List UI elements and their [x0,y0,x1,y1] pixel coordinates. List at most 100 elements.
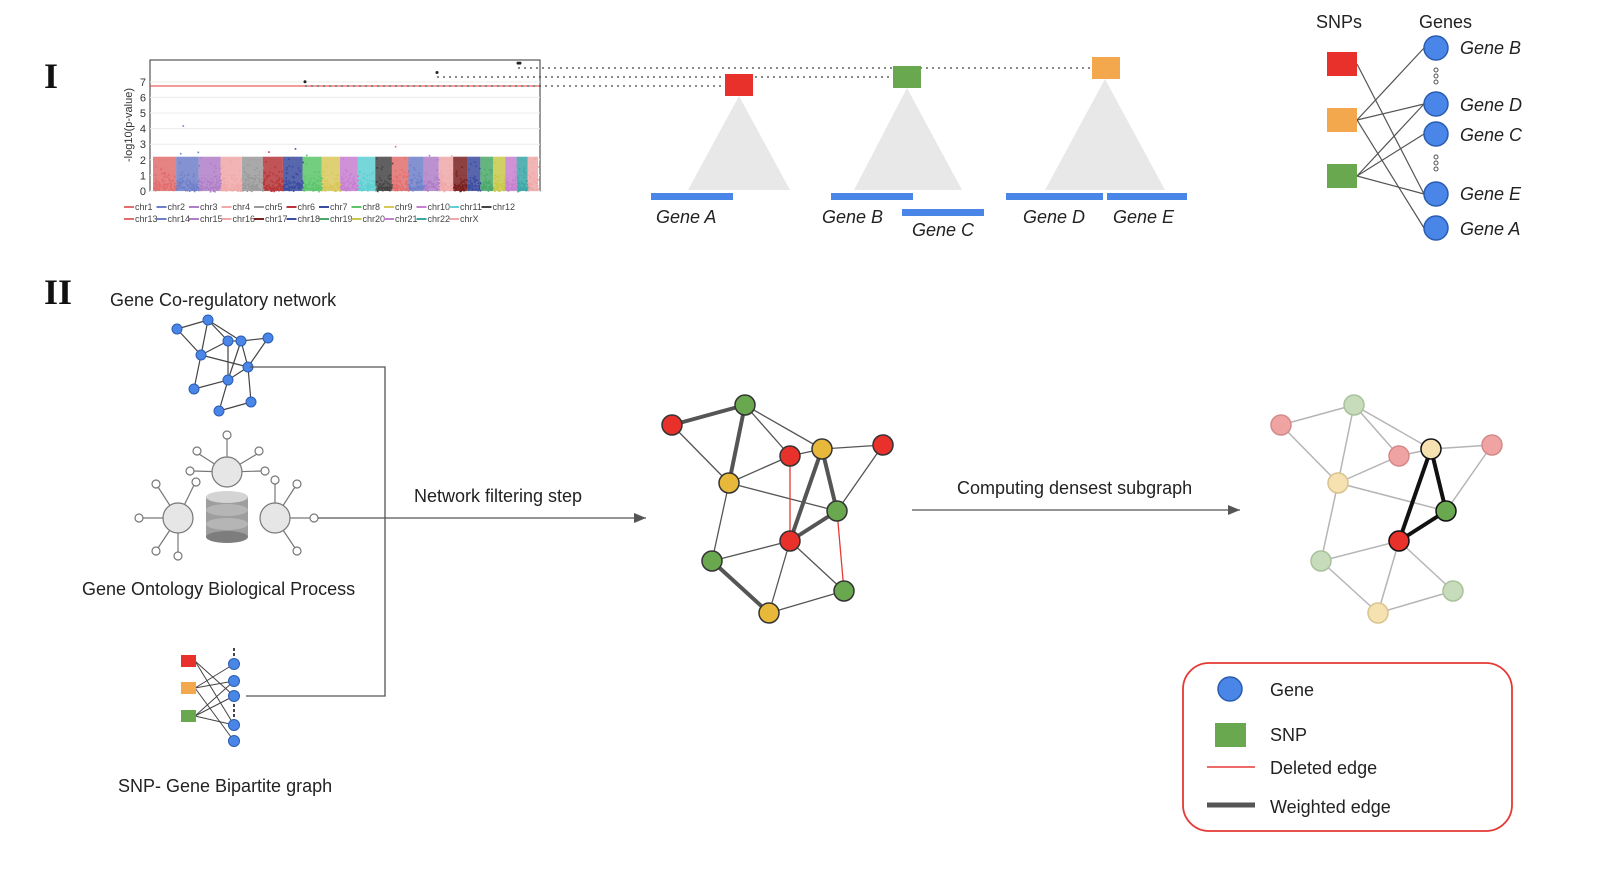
manhattan-point [496,179,499,182]
manhattan-point [280,188,282,190]
manhattan-point [168,189,170,191]
manhattan-point [287,187,289,190]
manhattan-point [167,184,169,187]
manhattan-point [336,189,338,192]
manhattan-point [174,188,177,190]
manhattan-point [526,186,528,189]
manhattan-point [513,183,515,185]
manhattan-point [242,189,244,192]
manhattan-point [179,162,181,164]
manhattan-point [295,172,297,175]
manhattan-point [313,177,315,180]
manhattan-point [439,173,442,175]
manhattan-point [321,178,324,181]
manhattan-y-axis-label: -log10(p-value) [123,88,135,162]
manhattan-point [269,187,272,190]
manhattan-point [526,180,528,182]
densest-arrow [912,505,1240,515]
manhattan-point [427,187,429,190]
manhattan-point [361,185,364,187]
manhattan-point [531,188,534,190]
manhattan-point [427,190,429,192]
chromosome-legend-label: chr16 [233,214,256,224]
manhattan-point [165,186,168,188]
manhattan-point [239,189,242,191]
manhattan-point [458,184,461,186]
manhattan-point [193,173,195,175]
manhattan-point [164,172,166,174]
manhattan-point [480,172,482,175]
manhattan-point [459,188,461,190]
manhattan-point [535,181,537,184]
manhattan-point [155,181,157,183]
manhattan-point [336,174,338,177]
manhattan-point [283,189,285,192]
legend-weighted-edge-label: Weighted edge [1270,797,1391,817]
manhattan-point [194,183,196,185]
manhattan-point [288,165,291,167]
manhattan-point [158,181,160,183]
manhattan-point [463,179,466,181]
manhattan-point [242,187,244,190]
manhattan-point [459,185,461,187]
manhattan-point [330,186,333,188]
manhattan-point [464,184,466,187]
manhattan-point [529,176,532,178]
manhattan-point [278,179,281,181]
manhattan-point [247,179,250,182]
manhattan-point [191,188,193,191]
manhattan-point [402,188,405,190]
manhattan-point [392,180,395,183]
manhattan-point [389,174,392,176]
manhattan-point [523,188,525,191]
manhattan-point [266,185,269,187]
manhattan-point [518,185,520,187]
manhattan-point [224,187,227,190]
chromosome-legend-label: chr19 [330,214,353,224]
manhattan-point [311,184,313,187]
manhattan-point [359,179,361,182]
manhattan-point [305,185,307,188]
manhattan-point [186,189,189,192]
manhattan-point [170,187,172,190]
manhattan-point [501,187,503,189]
manhattan-point [513,187,515,190]
manhattan-point [472,178,475,181]
manhattan-point [281,187,284,189]
manhattan-point [222,179,225,181]
manhattan-point [249,189,251,192]
manhattan-point [461,189,464,191]
manhattan-point [347,188,349,191]
manhattan-point [404,189,407,191]
manhattan-point [505,182,508,184]
manhattan-point [438,188,441,191]
gene-region-schematic: Gene A Gene B Gene C Gene D Gene E [651,57,1187,240]
manhattan-point [487,181,490,183]
manhattan-point [376,189,379,192]
manhattan-point [416,186,419,188]
manhattan-point [181,179,184,182]
manhattan-point [486,181,488,184]
manhattan-point [451,184,453,186]
manhattan-point [443,190,446,193]
manhattan-point [496,188,499,190]
manhattan-point [495,187,498,190]
manhattan-point [297,187,300,190]
manhattan-point [278,170,280,173]
manhattan-point [510,184,513,187]
manhattan-chromosome-band [302,156,322,191]
manhattan-point [479,167,481,170]
manhattan-point [401,183,403,186]
manhattan-point [241,186,244,189]
manhattan-point [416,178,419,181]
manhattan-point [515,177,517,180]
manhattan-point [297,182,299,184]
manhattan-point [249,176,252,179]
manhattan-point [218,175,221,178]
manhattan-point [465,185,467,188]
manhattan-point [191,186,193,188]
manhattan-point [502,189,505,191]
manhattan-point [456,184,458,187]
manhattan-point [455,173,458,175]
manhattan-point [315,180,318,182]
